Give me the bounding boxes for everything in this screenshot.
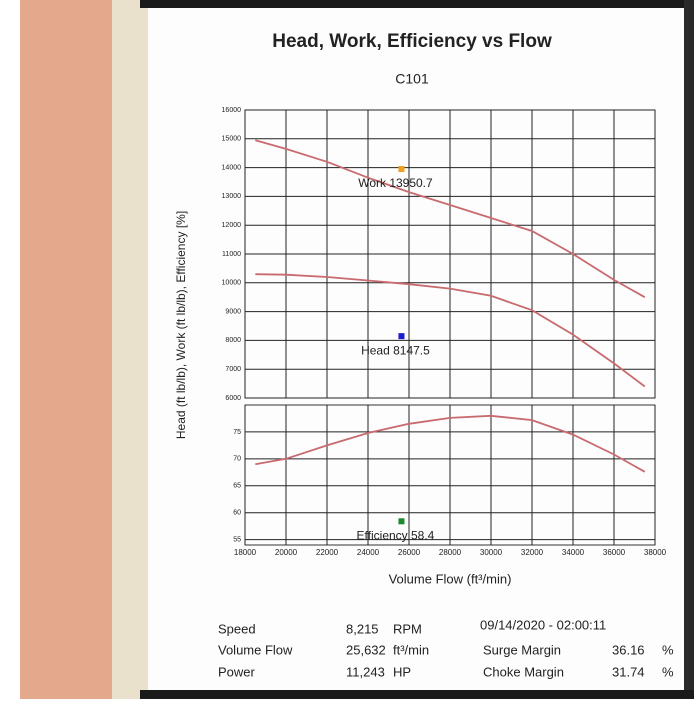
phone-bottom [140, 690, 694, 699]
y-tick-label: 16000 [222, 107, 242, 114]
x-tick-label: 38000 [644, 548, 667, 557]
phone-bezel [112, 0, 148, 699]
x-tick-label: 20000 [275, 548, 298, 557]
screenshot: Head, Work, Efficiency vs Flow C101 Head… [0, 0, 698, 699]
x-axis-label: Volume Flow (ft³/min) [389, 571, 512, 586]
x-tick-label: 36000 [603, 548, 626, 557]
y-axis-label: Head (ft lb/lb), Work (ft lb/lb), Effici… [174, 211, 188, 439]
x-tick-label: 30000 [480, 548, 503, 557]
x-tick-label: 32000 [521, 548, 544, 557]
chart-title: Head, Work, Efficiency vs Flow [272, 31, 552, 52]
x-tick-label: 28000 [439, 548, 462, 557]
y-tick-label: 55 [233, 536, 241, 543]
stat-value: 8,215 [346, 621, 379, 636]
stat-label: Choke Margin [483, 664, 564, 679]
stat-label: Volume Flow [218, 642, 293, 657]
y-tick-label: 6000 [225, 395, 241, 402]
y-tick-label: 8000 [225, 337, 241, 344]
y-tick-label: 70 [233, 456, 241, 463]
stat-value: 36.16 [612, 642, 645, 657]
y-tick-label: 12000 [222, 222, 242, 229]
stat-unit: HP [393, 664, 411, 679]
timestamp: 09/14/2020 - 02:00:11 [480, 617, 606, 632]
stat-label: Power [218, 664, 256, 679]
y-tick-label: 13000 [222, 193, 242, 200]
stat-value: 31.74 [612, 664, 645, 679]
y-tick-label: 14000 [222, 164, 242, 171]
y-tick-label: 60 [233, 510, 241, 517]
stat-value: 25,632 [346, 642, 386, 657]
phone-edge [684, 0, 694, 699]
y-tick-label: 11000 [222, 251, 241, 258]
operating-point [398, 518, 404, 524]
y-tick-label: 15000 [222, 136, 242, 143]
stat-label: Speed [218, 621, 256, 636]
phone-top [140, 0, 694, 8]
point-label: Work 13950.7 [358, 176, 433, 190]
x-tick-label: 34000 [562, 548, 585, 557]
operating-point [398, 333, 404, 339]
y-tick-label: 65 [233, 483, 241, 490]
stat-unit: % [662, 642, 674, 657]
y-tick-label: 9000 [225, 308, 241, 315]
operating-point [398, 166, 404, 172]
point-label: Efficiency 58.4 [357, 528, 435, 542]
y-tick-label: 7000 [225, 366, 241, 373]
y-tick-label: 10000 [222, 280, 242, 287]
stat-unit: % [662, 664, 674, 679]
x-tick-label: 26000 [398, 548, 421, 557]
stat-unit: RPM [393, 621, 422, 636]
stat-label: Surge Margin [483, 642, 561, 657]
y-tick-label: 75 [233, 429, 241, 436]
point-label: Head 8147.5 [361, 343, 430, 357]
chart-subtitle: C101 [395, 71, 429, 87]
stat-unit: ft³/min [393, 642, 429, 657]
x-tick-label: 22000 [316, 548, 339, 557]
x-tick-label: 18000 [234, 548, 257, 557]
x-tick-label: 24000 [357, 548, 380, 557]
stat-value: 11,243 [346, 664, 385, 679]
